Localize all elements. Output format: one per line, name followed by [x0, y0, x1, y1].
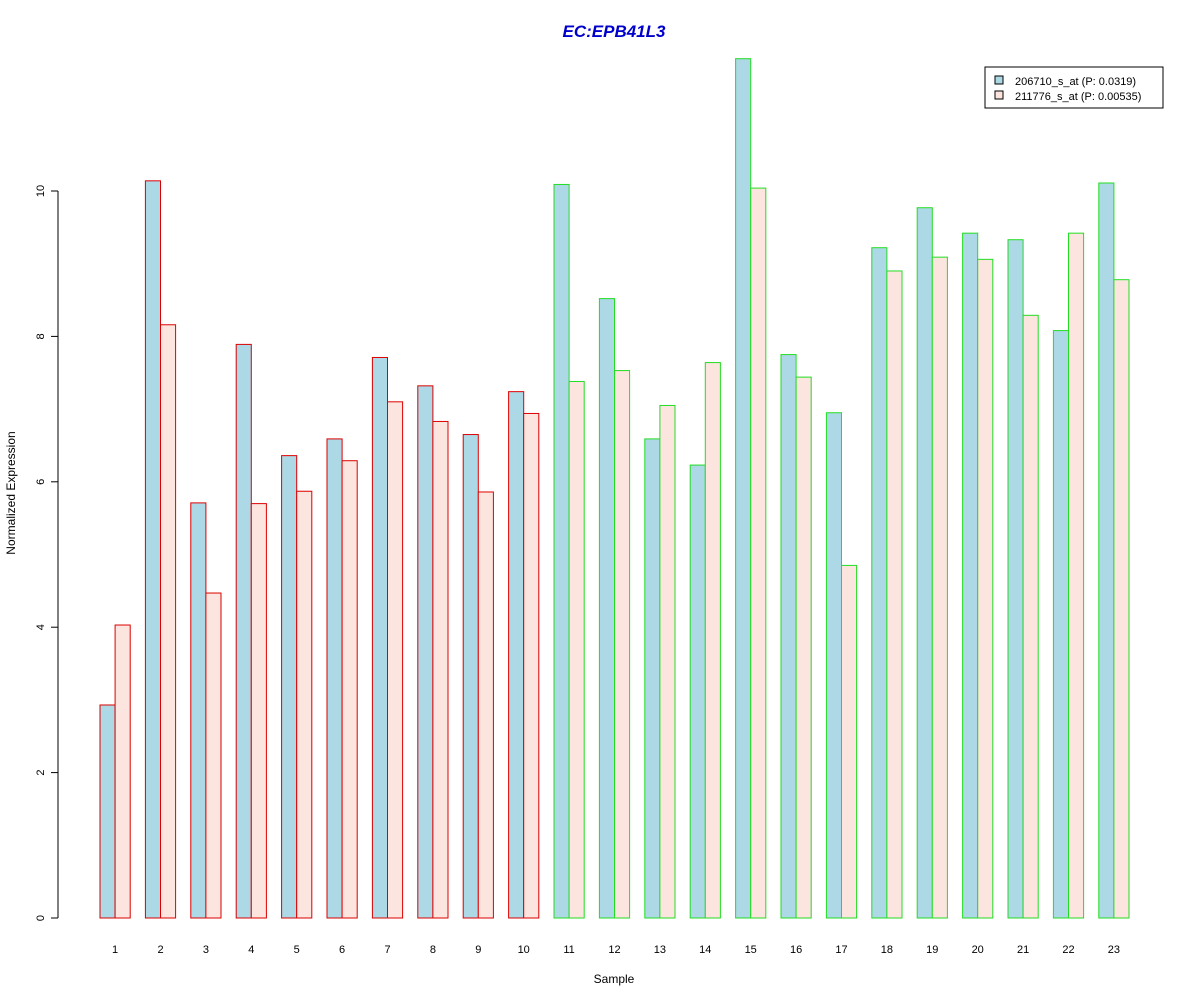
x-tick-label: 20 — [972, 944, 984, 956]
y-tick-label: 6 — [35, 479, 47, 485]
bar-sample-7-series-1 — [371, 356, 388, 919]
bar-sample-9-series-2 — [477, 491, 494, 919]
y-tick-label: 8 — [35, 333, 47, 339]
bars — [99, 58, 1130, 919]
x-tick-label: 16 — [790, 944, 802, 956]
chart-title: EC:EPB41L3 — [563, 22, 667, 41]
bar-sample-23-series-2 — [1113, 279, 1130, 919]
x-tick-label: 17 — [835, 944, 847, 956]
bar-sample-20-series-2 — [977, 258, 994, 919]
bar-sample-12-series-2 — [614, 370, 631, 919]
bar-sample-18-series-1 — [871, 247, 888, 919]
y-ticks: 0 2 4 6 8 10 — [35, 185, 58, 921]
bar-sample-21-series-1 — [1007, 239, 1024, 919]
x-tick-labels: 1 2 3 4 5 6 7 8 9 10 11 12 13 14 15 16 17 18 19 20 21 22 23 — [112, 944, 1120, 956]
x-tick-label: 10 — [518, 944, 530, 956]
x-tick-label: 7 — [384, 944, 390, 956]
bar-sample-4-series-1 — [235, 343, 252, 919]
bar-sample-5-series-2 — [296, 490, 313, 919]
bar-sample-15-series-2 — [750, 187, 767, 919]
bar-sample-6-series-2 — [341, 460, 358, 919]
x-tick-label: 12 — [608, 944, 620, 956]
legend-box — [984, 66, 1164, 109]
y-tick-label: 4 — [35, 624, 47, 630]
bar-sample-6-series-1 — [326, 438, 343, 919]
x-tick-label: 18 — [881, 944, 893, 956]
x-tick-label: 21 — [1017, 944, 1029, 956]
bar-sample-2-series-2 — [160, 324, 177, 919]
bar-sample-9-series-1 — [462, 434, 479, 919]
bar-sample-15-series-1 — [735, 58, 752, 919]
bar-sample-5-series-1 — [281, 455, 298, 919]
bar-sample-19-series-2 — [931, 256, 948, 919]
bar-sample-20-series-1 — [962, 232, 979, 919]
bar-sample-2-series-1 — [144, 180, 161, 919]
legend-label-series-2: 211776_s_at (P: 0.00535) — [1015, 91, 1141, 103]
x-tick-label: 6 — [339, 944, 345, 956]
y-tick-label: 10 — [35, 185, 47, 197]
bar-sample-3-series-1 — [190, 502, 207, 919]
x-tick-label: 4 — [248, 944, 254, 956]
bar-sample-10-series-1 — [508, 391, 525, 919]
x-tick-label: 13 — [654, 944, 666, 956]
legend: 206710_s_at (P: 0.0319) 211776_s_at (P: … — [984, 66, 1164, 109]
bar-sample-16-series-1 — [780, 354, 797, 919]
bar-sample-17-series-2 — [841, 564, 858, 919]
x-tick-label: 15 — [745, 944, 757, 956]
bar-sample-7-series-2 — [387, 401, 404, 919]
x-tick-label: 1 — [112, 944, 118, 956]
y-tick-label: 0 — [35, 915, 47, 921]
bar-sample-22-series-1 — [1052, 330, 1070, 919]
y-axis-label: Normalized Expression — [4, 431, 18, 554]
x-tick-label: 11 — [563, 944, 574, 956]
bar-sample-4-series-2 — [250, 503, 267, 919]
bar-sample-8-series-1 — [417, 385, 434, 919]
legend-swatch-series-2 — [994, 90, 1004, 100]
bar-sample-1-series-1 — [99, 704, 116, 919]
bar-sample-10-series-2 — [523, 412, 540, 919]
x-tick-label: 19 — [926, 944, 938, 956]
bar-sample-19-series-1 — [916, 207, 933, 919]
bar-sample-13-series-2 — [659, 404, 676, 919]
x-tick-label: 8 — [430, 944, 436, 956]
x-tick-label: 23 — [1108, 944, 1120, 956]
bar-sample-13-series-1 — [644, 438, 661, 919]
legend-swatch-series-1 — [994, 75, 1004, 85]
bar-sample-23-series-1 — [1098, 182, 1115, 919]
bar-sample-21-series-2 — [1022, 314, 1039, 919]
legend-label-series-1: 206710_s_at (P: 0.0319) — [1015, 76, 1136, 88]
x-tick-label: 14 — [699, 944, 711, 956]
bar-sample-14-series-2 — [704, 362, 721, 919]
bar-sample-22-series-2 — [1068, 232, 1085, 919]
bar-sample-11-series-1 — [553, 183, 570, 919]
bar-sample-8-series-2 — [432, 420, 449, 919]
x-tick-label: 3 — [203, 944, 209, 956]
x-tick-label: 5 — [294, 944, 300, 956]
y-tick-label: 2 — [35, 770, 47, 776]
bar-sample-14-series-1 — [689, 464, 706, 919]
bar-sample-12-series-1 — [598, 298, 616, 919]
bar-sample-11-series-2 — [568, 380, 585, 919]
bar-sample-16-series-2 — [795, 376, 812, 919]
bar-sample-18-series-2 — [886, 270, 903, 919]
bar-sample-17-series-1 — [825, 412, 843, 919]
x-tick-label: 22 — [1062, 944, 1074, 956]
bar-sample-3-series-2 — [205, 592, 222, 919]
x-tick-label: 9 — [475, 944, 481, 956]
x-axis-label: Sample — [594, 972, 635, 986]
x-tick-label: 2 — [157, 944, 163, 956]
bar-sample-1-series-2 — [114, 624, 131, 919]
